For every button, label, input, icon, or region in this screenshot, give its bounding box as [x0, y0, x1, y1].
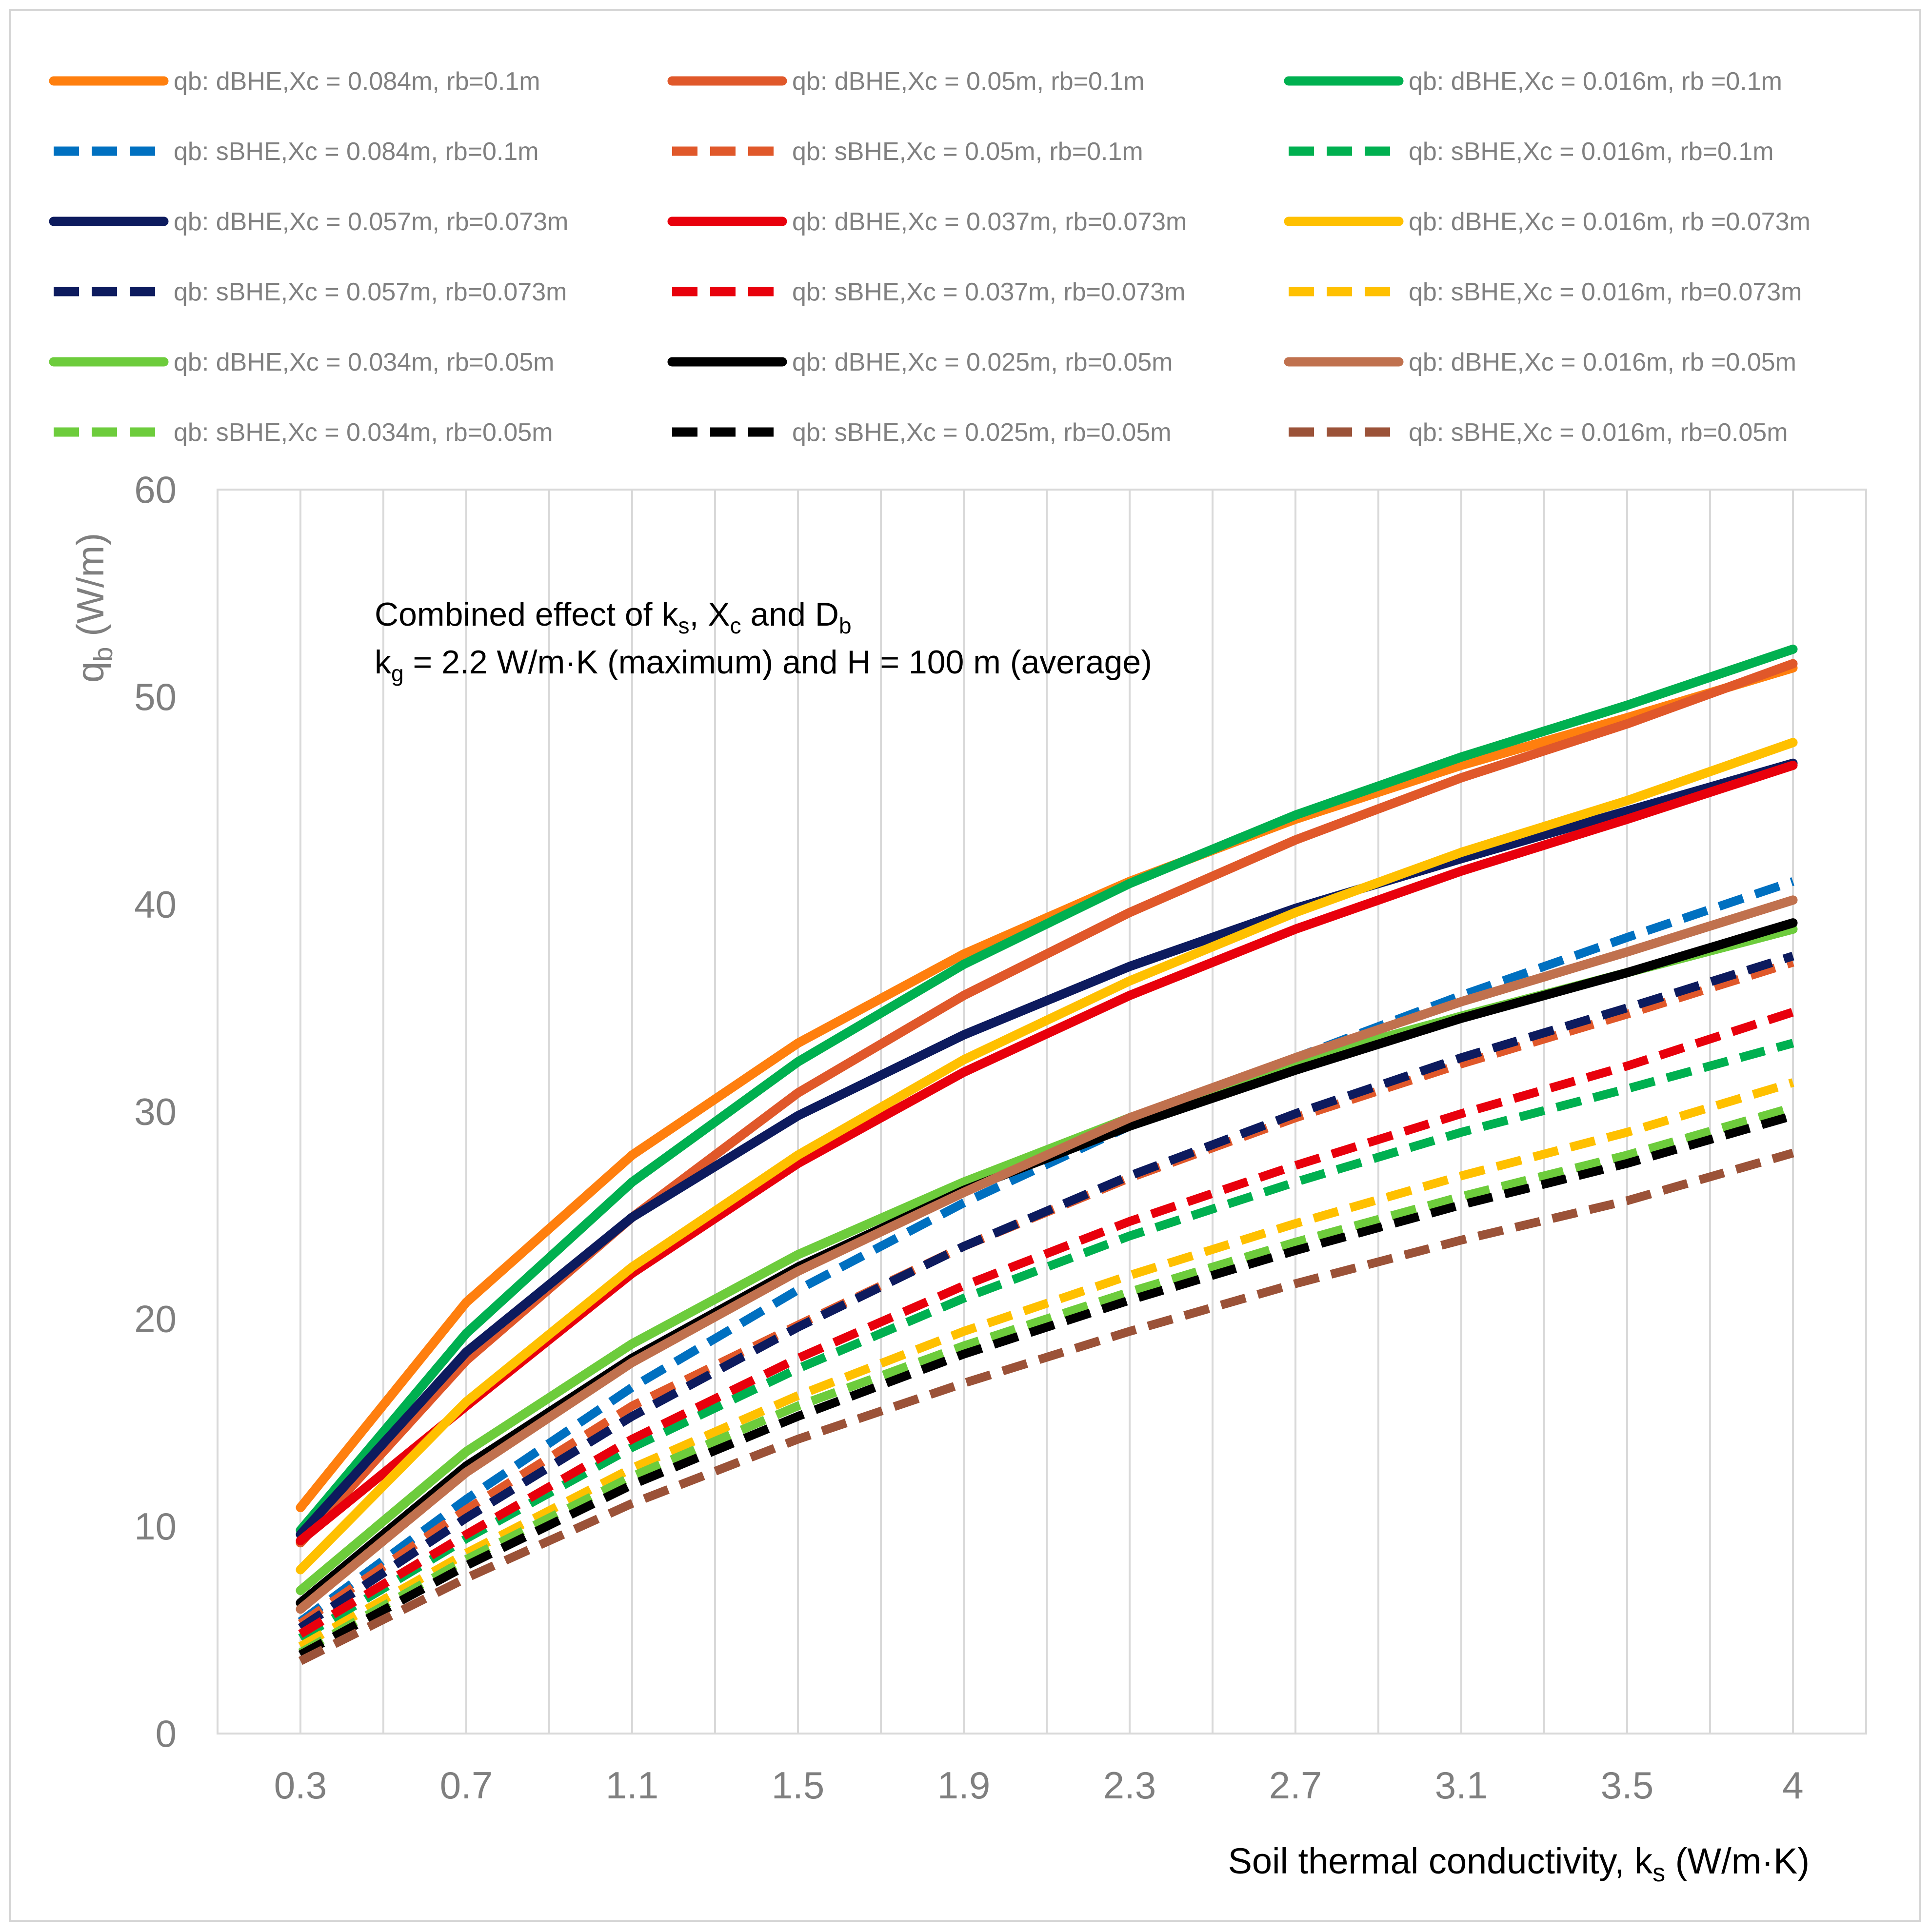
series-line-11	[298, 1007, 1794, 1638]
legend-label-17: qb: sBHE,Xc = 0.025m, rb=0.05m	[792, 418, 1172, 447]
x-tick-label: 1.9	[937, 1764, 990, 1807]
series-line-6	[298, 1039, 1794, 1642]
legend-label-15: qb: dBHE,Xc = 0.016m, rb =0.05m	[1409, 348, 1796, 376]
x-tick-label: 3.1	[1435, 1764, 1488, 1807]
axes: 0 10 20 30 40 50 60 0.3 0.7 1.1 1.5 1.9 2.3 2.7 3.1 3.5…	[134, 468, 1803, 1807]
legend-label-1: qb: dBHE,Xc = 0.084m, rb=0.1m	[174, 67, 540, 96]
x-tick-label: 2.7	[1269, 1764, 1322, 1807]
series-line-4	[298, 877, 1794, 1625]
annotation-line-2: kg = 2.2 W/m·K (maximum) and H = 100 m (…	[375, 644, 1152, 686]
series-line-1	[296, 663, 1798, 1513]
y-tick-label: 0	[156, 1712, 177, 1755]
x-tick-label: 0.7	[440, 1764, 493, 1807]
legend-label-5: qb: sBHE,Xc = 0.05m, rb=0.1m	[792, 138, 1143, 166]
legend-label-7: qb: dBHE,Xc = 0.057m, rb=0.073m	[174, 208, 568, 236]
legend-label-16: qb: sBHE,Xc = 0.034m, rb=0.05m	[174, 418, 553, 447]
y-tick-label: 30	[134, 1090, 177, 1133]
legend-label-4: qb: sBHE,Xc = 0.084m, rb=0.1m	[174, 138, 539, 166]
legend-label-2: qb: dBHE,Xc = 0.05m, rb=0.1m	[792, 67, 1145, 96]
legend-label-13: qb: dBHE,Xc = 0.034m, rb=0.05m	[174, 348, 554, 376]
y-tick-label: 60	[134, 468, 177, 511]
series-line-17	[298, 1111, 1794, 1659]
legend: qb: dBHE,Xc = 0.084m, rb=0.1m qb: dBHE,Xc…	[49, 67, 1811, 447]
x-tick-label: 2.3	[1103, 1764, 1156, 1807]
series-line-7	[296, 758, 1798, 1539]
legend-label-11: qb: sBHE,Xc = 0.037m, rb=0.073m	[792, 278, 1185, 306]
series-line-18	[298, 1148, 1794, 1665]
x-tick-label: 0.3	[274, 1764, 327, 1807]
series-line-12	[298, 1078, 1794, 1651]
x-tick-label: 1.5	[772, 1764, 824, 1807]
legend-label-6: qb: sBHE,Xc = 0.016m, rb=0.1m	[1409, 138, 1774, 166]
y-tick-label: 10	[134, 1505, 177, 1548]
x-tick-label: 1.1	[606, 1764, 658, 1807]
legend-label-14: qb: dBHE,Xc = 0.025m, rb=0.05m	[792, 348, 1173, 376]
series-line-15	[296, 895, 1798, 1614]
legend-label-10: qb: sBHE,Xc = 0.057m, rb=0.073m	[174, 278, 567, 306]
y-tick-label: 20	[134, 1298, 177, 1341]
y-tick-label: 50	[134, 675, 177, 718]
y-tick-label: 40	[134, 883, 177, 926]
legend-label-18: qb: sBHE,Xc = 0.016m, rb=0.05m	[1409, 418, 1788, 447]
series-line-3	[296, 644, 1798, 1535]
x-tick-label: 3.5	[1601, 1764, 1653, 1807]
annotation-line-1: Combined effect of ks, Xc and Db	[375, 596, 852, 638]
legend-label-3: qb: dBHE,Xc = 0.016m, rb =0.1m	[1409, 67, 1782, 96]
legend-label-9: qb: dBHE,Xc = 0.016m, rb =0.073m	[1409, 208, 1811, 236]
legend-label-12: qb: sBHE,Xc = 0.016m, rb=0.073m	[1409, 278, 1802, 306]
x-axis-label: Soil thermal conductivity, ks (W/m·K)	[1228, 1841, 1810, 1887]
legend-label-8: qb: dBHE,Xc = 0.037m, rb=0.073m	[792, 208, 1187, 236]
y-axis-label: qb (W/m)	[69, 533, 118, 683]
series-line-10	[298, 952, 1794, 1632]
series-line-16	[298, 1103, 1794, 1657]
series-layer	[296, 644, 1798, 1665]
series-line-9	[296, 738, 1798, 1575]
x-tick-label: 4	[1782, 1764, 1803, 1807]
plot-area-border	[217, 489, 1867, 1735]
